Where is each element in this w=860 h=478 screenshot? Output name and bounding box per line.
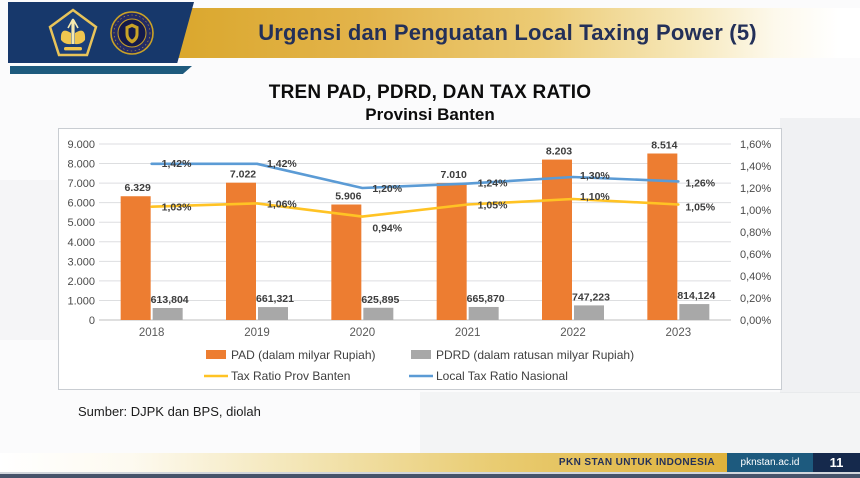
svg-text:0,94%: 0,94% — [372, 223, 402, 235]
svg-text:8.000: 8.000 — [67, 159, 95, 171]
chart-frame: 9.000 8.000 7.000 6.000 5.000 4.000 3.000 2.000… — [58, 128, 782, 390]
svg-text:5.000: 5.000 — [67, 217, 95, 229]
kemenkeu-logo — [48, 7, 98, 56]
svg-text:747,223: 747,223 — [572, 291, 610, 303]
svg-text:7.022: 7.022 — [230, 169, 256, 181]
svg-text:7.010: 7.010 — [441, 169, 467, 181]
svg-text:2022: 2022 — [560, 327, 586, 339]
svg-text:6.000: 6.000 — [67, 198, 95, 210]
background-watermark — [420, 392, 860, 454]
svg-text:0,40%: 0,40% — [740, 271, 771, 283]
svg-text:1,03%: 1,03% — [162, 202, 192, 214]
svg-text:5.906: 5.906 — [335, 191, 361, 203]
svg-text:1,60%: 1,60% — [740, 139, 771, 151]
footer-tagline: PKN STAN UNTUK INDONESIA — [558, 457, 715, 468]
svg-text:2019: 2019 — [244, 327, 270, 339]
svg-text:661,321: 661,321 — [256, 293, 294, 305]
pknstan-seal-logo — [110, 10, 154, 55]
slide-title-bar: Urgensi dan Penguatan Local Taxing Power… — [155, 8, 860, 58]
svg-text:1,00%: 1,00% — [740, 205, 771, 217]
chart-heading: TREN PAD, PDRD, DAN TAX RATIO Provinsi B… — [0, 82, 860, 125]
chart-title: TREN PAD, PDRD, DAN TAX RATIO — [268, 82, 592, 103]
svg-text:4.000: 4.000 — [67, 237, 95, 249]
footer-website-link[interactable]: pknstan.ac.id — [727, 453, 813, 472]
svg-text:PDRD (dalam ratusan milyar Rup: PDRD (dalam ratusan milyar Rupiah) — [436, 348, 634, 362]
footer-gold-band: PKN STAN UNTUK INDONESIA — [0, 453, 727, 472]
svg-text:Local Tax Ratio Nasional: Local Tax Ratio Nasional — [436, 369, 568, 383]
svg-text:8.514: 8.514 — [651, 140, 677, 152]
svg-text:814,124: 814,124 — [677, 290, 715, 302]
combo-chart: 9.000 8.000 7.000 6.000 5.000 4.000 3.000 2.000… — [67, 139, 771, 383]
svg-text:625,895: 625,895 — [361, 294, 399, 306]
chart-subtitle: Provinsi Banten — [365, 105, 495, 124]
svg-text:Tax Ratio Prov Banten: Tax Ratio Prov Banten — [231, 369, 350, 383]
svg-text:1,30%: 1,30% — [580, 170, 610, 182]
svg-text:1,10%: 1,10% — [580, 191, 610, 203]
svg-text:2020: 2020 — [350, 327, 376, 339]
header-accent-underline — [10, 66, 192, 74]
svg-text:1,05%: 1,05% — [685, 202, 715, 214]
svg-text:0,00%: 0,00% — [740, 315, 771, 327]
svg-text:1,24%: 1,24% — [478, 178, 508, 190]
source-note: Sumber: DJPK dan BPS, diolah — [78, 404, 261, 419]
background-watermark — [780, 118, 860, 393]
svg-text:1,26%: 1,26% — [685, 177, 715, 189]
svg-text:2021: 2021 — [455, 327, 481, 339]
background-watermark — [0, 180, 58, 340]
svg-text:2018: 2018 — [139, 327, 165, 339]
svg-text:PAD (dalam milyar Rupiah): PAD (dalam milyar Rupiah) — [231, 348, 376, 362]
svg-text:665,870: 665,870 — [467, 293, 505, 305]
svg-text:1.000: 1.000 — [67, 295, 95, 307]
svg-text:2023: 2023 — [666, 327, 692, 339]
svg-text:0: 0 — [89, 315, 95, 327]
footer-bar: PKN STAN UNTUK INDONESIA pknstan.ac.id 1… — [0, 453, 860, 472]
svg-text:613,804: 613,804 — [151, 294, 189, 306]
svg-text:3.000: 3.000 — [67, 256, 95, 268]
svg-text:9.000: 9.000 — [67, 139, 95, 151]
svg-text:1,05%: 1,05% — [478, 200, 508, 212]
svg-text:1,40%: 1,40% — [740, 161, 771, 173]
header-logo-box — [8, 2, 194, 63]
svg-text:0,60%: 0,60% — [740, 249, 771, 261]
svg-text:2.000: 2.000 — [67, 276, 95, 288]
svg-text:6.329: 6.329 — [125, 182, 151, 194]
svg-text:0,20%: 0,20% — [740, 293, 771, 305]
bottom-edge-strip — [0, 472, 860, 478]
svg-text:7.000: 7.000 — [67, 178, 95, 190]
svg-text:1,42%: 1,42% — [162, 158, 192, 170]
svg-text:0,80%: 0,80% — [740, 227, 771, 239]
svg-text:1,20%: 1,20% — [372, 183, 402, 195]
page-number: 11 — [813, 453, 860, 472]
svg-text:1,42%: 1,42% — [267, 158, 297, 170]
slide-title: Urgensi dan Penguatan Local Taxing Power… — [258, 20, 757, 45]
svg-text:1,06%: 1,06% — [267, 198, 297, 210]
svg-text:8.203: 8.203 — [546, 146, 572, 158]
svg-text:1,20%: 1,20% — [740, 183, 771, 195]
